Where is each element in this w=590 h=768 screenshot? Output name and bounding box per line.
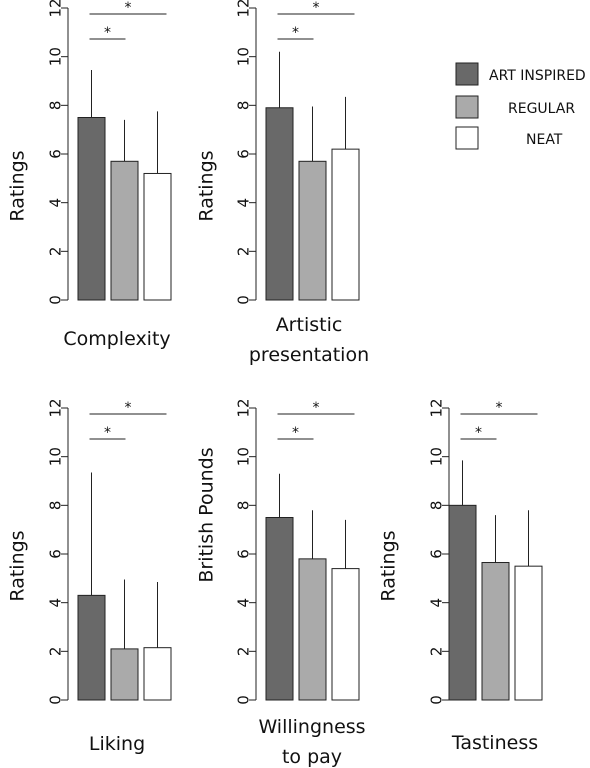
- bar-regular: [110, 648, 139, 701]
- y-tick-label: 0: [47, 295, 65, 305]
- x-axis-label: presentation: [249, 344, 369, 366]
- y-tick-label: 8: [235, 101, 253, 111]
- y-tick-label: 8: [47, 501, 65, 511]
- y-tick-label: 0: [235, 295, 253, 305]
- y-tick-label: 2: [235, 247, 253, 257]
- y-axis-label: Ratings: [7, 150, 29, 221]
- y-tick-label: 12: [47, 398, 65, 417]
- y-axis-label: Ratings: [378, 530, 400, 601]
- bar-neat: [143, 647, 172, 701]
- chart-panel: 0 2 4 6 8 10 12 Ratings * * Tastiness: [378, 398, 543, 754]
- y-tick-label: 6: [47, 549, 65, 559]
- chart-panel: 0 2 4 6 8 10 12 Ratings * * Complexity: [7, 0, 172, 350]
- bar-art-inspired: [77, 117, 106, 301]
- bar-art-inspired: [265, 107, 294, 301]
- y-tick-label: 8: [428, 501, 446, 511]
- bar-neat: [143, 172, 172, 301]
- significance-star: *: [313, 0, 320, 16]
- chart-panel: 0 2 4 6 8 10 12 Ratings * * Artistic presentation: [196, 0, 370, 366]
- bar-regular: [481, 562, 510, 701]
- y-tick-label: 2: [235, 647, 253, 657]
- y-tick-label: 2: [47, 247, 65, 257]
- bar-art-inspired: [265, 517, 294, 701]
- y-tick-label: 10: [47, 47, 65, 66]
- chart-panels: 0 2 4 6 8 10 12 Ratings * * Complexity 0 2 4 6 8 10 12 Rat…: [7, 0, 543, 768]
- significance-star: *: [104, 425, 111, 441]
- y-tick-label: 12: [235, 398, 253, 417]
- y-tick-label: 10: [428, 447, 446, 466]
- y-tick-label: 12: [235, 0, 253, 18]
- significance-star: *: [104, 25, 111, 41]
- legend-label-art-inspired: ART INSPIRED: [489, 68, 586, 84]
- y-tick-label: 4: [235, 198, 253, 208]
- x-axis-label: Liking: [89, 733, 145, 755]
- x-axis-label: Willingness: [258, 716, 365, 738]
- bar-neat: [331, 148, 360, 301]
- significance-star: *: [313, 400, 320, 416]
- legend-swatch-regular: [455, 95, 479, 119]
- y-axis-label: British Pounds: [196, 447, 218, 582]
- chart-panel: 0 2 4 6 8 10 12 Ratings * * Liking: [7, 398, 172, 755]
- legend-label-neat: NEAT: [526, 132, 563, 148]
- y-axis-label: Ratings: [7, 530, 29, 601]
- y-tick-label: 6: [235, 549, 253, 559]
- y-tick-label: 4: [47, 198, 65, 208]
- y-tick-label: 2: [428, 647, 446, 657]
- significance-star: *: [125, 400, 132, 416]
- y-axis-label: Ratings: [196, 150, 218, 221]
- bar-regular: [298, 160, 327, 301]
- bar-neat: [331, 568, 360, 701]
- bar-regular: [298, 558, 327, 701]
- significance-star: *: [496, 400, 503, 416]
- bar-neat: [514, 565, 543, 701]
- y-tick-label: 4: [235, 598, 253, 608]
- x-axis-label: to pay: [282, 746, 342, 768]
- bar-art-inspired: [448, 504, 477, 701]
- y-tick-label: 4: [47, 598, 65, 608]
- y-tick-label: 10: [235, 447, 253, 466]
- y-tick-label: 12: [428, 398, 446, 417]
- significance-star: *: [292, 25, 299, 41]
- y-tick-label: 0: [47, 695, 65, 705]
- y-tick-label: 8: [235, 501, 253, 511]
- legend-swatch-neat: [455, 126, 479, 150]
- y-tick-label: 0: [428, 695, 446, 705]
- significance-star: *: [292, 425, 299, 441]
- y-tick-label: 6: [428, 549, 446, 559]
- y-tick-label: 6: [47, 149, 65, 159]
- y-tick-label: 2: [47, 647, 65, 657]
- significance-star: *: [475, 425, 482, 441]
- y-tick-label: 6: [235, 149, 253, 159]
- significance-star: *: [125, 0, 132, 16]
- bar-art-inspired: [77, 594, 106, 701]
- x-axis-label: Tastiness: [451, 732, 538, 754]
- x-axis-label: Artistic: [276, 314, 343, 336]
- y-tick-label: 10: [235, 47, 253, 66]
- y-tick-label: 12: [47, 0, 65, 18]
- chart-panel: 0 2 4 6 8 10 12 British Pounds * * Willingness to p…: [196, 398, 366, 768]
- x-axis-label: Complexity: [63, 328, 170, 350]
- legend: ART INSPIRED REGULAR NEAT: [455, 62, 586, 150]
- y-tick-label: 4: [428, 598, 446, 608]
- y-tick-label: 8: [47, 101, 65, 111]
- bar-regular: [110, 160, 139, 301]
- legend-swatch-art-inspired: [455, 62, 479, 86]
- y-tick-label: 10: [47, 447, 65, 466]
- legend-label-regular: REGULAR: [508, 101, 575, 117]
- y-tick-label: 0: [235, 695, 253, 705]
